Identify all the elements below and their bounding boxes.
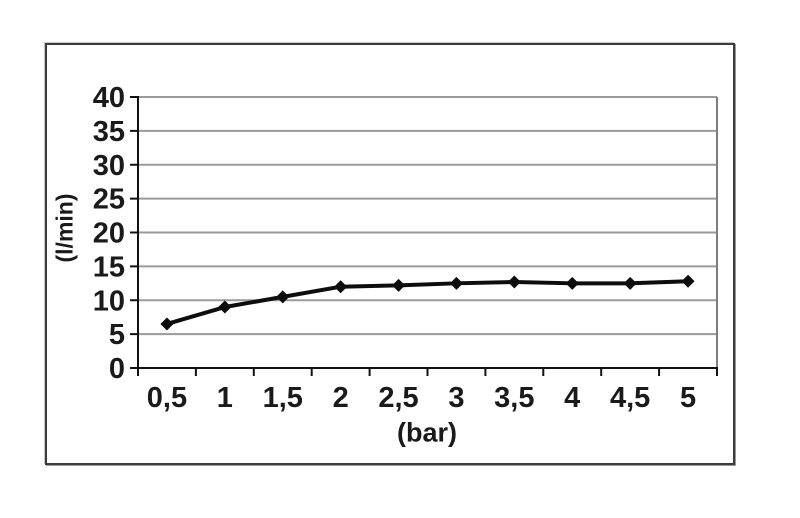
x-tick-label: 0,5: [147, 382, 187, 414]
data-point-marker: [160, 317, 174, 331]
y-tick-label: 5: [109, 319, 125, 351]
x-tick-label: 1: [217, 382, 233, 414]
data-point-marker: [623, 276, 637, 290]
y-tick-label: 10: [93, 285, 125, 317]
x-tick-label: 1,5: [263, 382, 303, 414]
x-tick-label: 3,5: [494, 382, 534, 414]
y-tick-label: 35: [93, 116, 125, 148]
data-point-marker: [565, 276, 579, 290]
y-tick-label: 20: [93, 218, 125, 250]
y-tick-label: 15: [93, 251, 125, 283]
x-tick-label: 5: [680, 382, 696, 414]
data-point-marker: [449, 276, 463, 290]
y-tick-label: 25: [93, 184, 125, 216]
series-line: [166, 279, 689, 326]
x-tick-label: 2: [333, 382, 349, 414]
y-axis-title: (l/min): [51, 193, 78, 263]
data-point-marker: [392, 278, 406, 292]
data-point-marker: [334, 280, 348, 294]
x-tick-label: 4,5: [610, 382, 650, 414]
x-tick-label: 3: [448, 382, 464, 414]
data-point-marker: [507, 275, 521, 289]
x-tick-label: 4: [564, 382, 580, 414]
data-point-marker: [681, 274, 695, 288]
chart-frame: [45, 43, 735, 465]
data-point-marker: [276, 290, 290, 304]
y-tick-label: 0: [109, 353, 125, 385]
y-tick-label: 40: [93, 82, 125, 114]
x-tick-label: 2,5: [378, 382, 418, 414]
data-point-marker: [218, 300, 232, 314]
y-tick-label: 30: [93, 150, 125, 182]
x-axis-title: (bar): [397, 417, 457, 448]
